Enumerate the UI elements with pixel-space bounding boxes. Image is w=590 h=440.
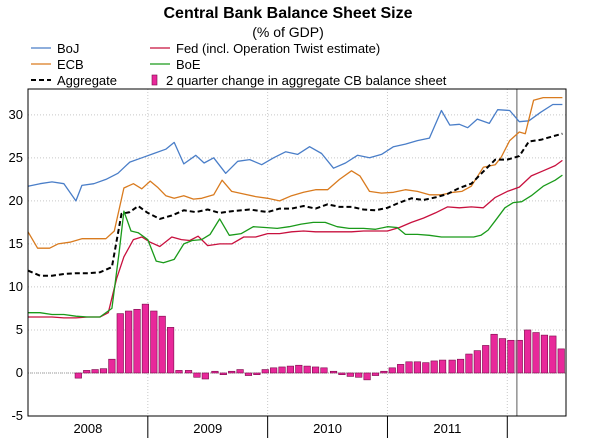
change-bar (141, 303, 149, 374)
change-bar (439, 359, 447, 374)
change-bar (270, 367, 278, 374)
change-bar (515, 339, 523, 374)
series-line-fed (28, 159, 563, 319)
x-tick-label: 2009 (193, 421, 222, 436)
change-bar (184, 370, 193, 374)
change-bar (490, 333, 498, 374)
change-bar (175, 370, 183, 374)
change-bar (371, 372, 380, 376)
change-bar (150, 310, 158, 374)
y-tick-label: -5 (11, 408, 23, 423)
change-bar (253, 372, 261, 375)
y-tick-label: 20 (9, 193, 23, 208)
change-bar (540, 334, 549, 374)
change-bar (133, 308, 141, 374)
legend-label-boe: BoE (176, 57, 201, 72)
change-bar (278, 366, 286, 374)
change-bar (329, 370, 338, 374)
change-bar (320, 367, 328, 374)
y-tick-label: 0 (16, 365, 23, 380)
change-bar (312, 366, 320, 374)
y-tick-label: 10 (9, 279, 23, 294)
change-bar (557, 348, 565, 374)
change-bar (448, 359, 456, 374)
change-bar (422, 362, 430, 374)
plot-frame (27, 88, 567, 417)
change-bar (498, 338, 507, 374)
change-bar (236, 369, 244, 374)
change-bar (83, 370, 91, 374)
change-bar (125, 310, 133, 374)
legend-label-ecb: ECB (57, 57, 84, 72)
change-bar (201, 372, 209, 380)
change-bar (430, 360, 438, 374)
plot-area: -5 0 5 10 15 20 25 30 2008 2009 2010 2011 (9, 88, 567, 438)
y-tick-label: 15 (9, 236, 23, 251)
change-bar (380, 370, 388, 374)
change-bar (193, 372, 201, 378)
change-bar (158, 315, 166, 374)
legend: BoJ Fed (incl. Operation Twist estimate) E… (31, 41, 447, 88)
change-bar (388, 367, 396, 374)
legend-swatch-bars (151, 74, 158, 86)
legend-label-bars: 2 quarter change in aggregate CB balance… (166, 73, 447, 88)
change-bar (108, 358, 116, 374)
change-bar (456, 358, 465, 374)
x-tick-label: 2011 (433, 421, 461, 436)
chart-title: Central Bank Balance Sheet Size (164, 5, 413, 22)
legend-label-boj: BoJ (57, 41, 79, 56)
change-bar (355, 372, 363, 378)
change-bar (397, 364, 405, 374)
change-bar (244, 372, 253, 376)
series-line-boj (27, 103, 563, 202)
change-bar (116, 313, 124, 374)
change-bar (295, 364, 303, 374)
change-bar (338, 372, 346, 375)
change-bar (413, 361, 421, 374)
change-bar (261, 369, 269, 374)
change-bar (219, 372, 227, 375)
change-bar (532, 332, 540, 374)
y-tick-label: 5 (16, 322, 23, 337)
change-bar (549, 335, 557, 374)
change-bar (363, 372, 371, 381)
change-bar (346, 372, 354, 377)
change-bar (524, 329, 532, 374)
change-bar (99, 368, 108, 374)
change-bar (507, 339, 515, 374)
change-bar (167, 327, 175, 374)
change-bar (74, 372, 82, 379)
change-bar (465, 353, 473, 374)
change-bar (303, 365, 311, 374)
change-bar (473, 350, 481, 374)
series-line-agg (27, 132, 563, 277)
legend-label-agg: Aggregate (57, 73, 117, 88)
series-line-boe (28, 174, 563, 318)
x-tick-label: 2010 (313, 421, 342, 436)
y-tick-label: 25 (9, 150, 23, 165)
x-tick-label: 2008 (73, 421, 102, 436)
change-bar (211, 370, 219, 374)
legend-label-fed: Fed (incl. Operation Twist estimate) (176, 41, 380, 56)
change-bar (482, 345, 490, 374)
change-bar (405, 361, 413, 374)
y-tick-label: 30 (9, 107, 23, 122)
change-bar (228, 370, 236, 374)
change-bar (286, 365, 294, 374)
change-bar (91, 369, 99, 374)
chart-subtitle: (% of GDP) (252, 24, 324, 40)
